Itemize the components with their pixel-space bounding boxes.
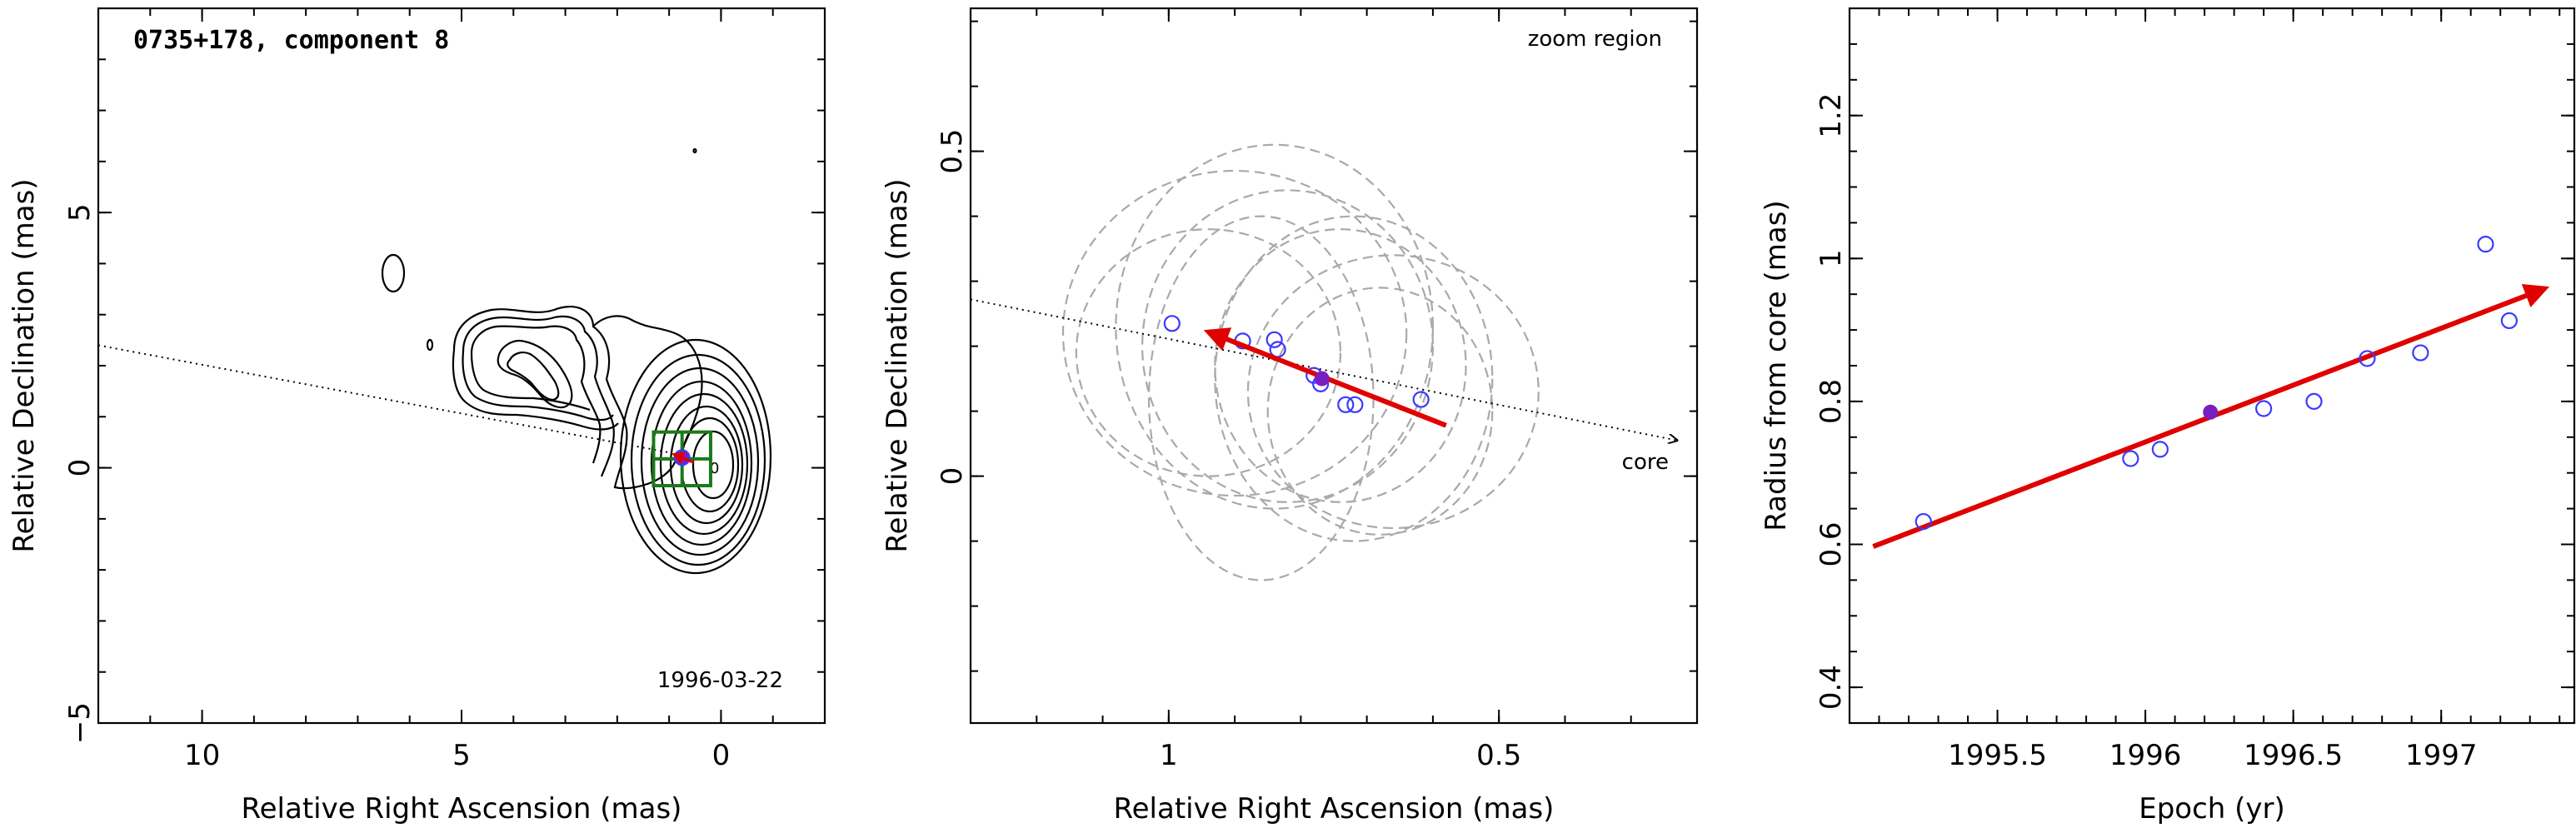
data-point [1915,512,1932,531]
contour-level [381,253,406,293]
data-point [2305,392,2323,410]
position-point [1346,396,1364,413]
tick-marks [970,8,1698,723]
contour-level [462,315,615,477]
tick-marks [1849,7,2574,724]
data-point [2359,350,2376,367]
y-tick-label: 1 [1815,249,1848,267]
data-point [2255,400,2273,417]
contour-level [426,338,434,352]
contour-level [691,430,735,500]
x-tick-label: 1 [1160,739,1178,772]
y-tick-label: 0.6 [1815,521,1848,566]
tick-labels: 1995.5 1996 1996.5 1997 0.4 0.6 0.8 1 1.2 [1815,93,2477,772]
chart-title: 0735+178, component 8 [133,26,449,55]
contour-level [692,147,697,154]
y-tick-label: 0 [936,467,969,486]
contour-level [619,338,772,575]
x-tick-label: 0.5 [1476,739,1521,772]
contour-level [470,352,591,412]
y-axis-label: Relative Declination (mas) [7,178,41,552]
panel-zoom-region: 1 0.5 0 0.5 zoom region core Relative Right… [881,7,1699,826]
position-point [1412,391,1430,408]
contour-level [630,353,766,566]
x-tick-label: 1995.5 [1948,739,2047,772]
epoch-label: 1996-03-22 [657,668,783,693]
contour-level [507,352,560,402]
component-size-ellipse [1115,143,1435,510]
position-point [1337,396,1355,413]
contour-level [640,367,760,556]
x-tick-label: 1996 [2109,739,2182,772]
x-axis-label: Epoch (yr) [2139,792,2285,826]
y-tick-label: 0 [63,459,97,477]
contour-level [452,349,619,431]
component-size-ellipse [1061,169,1408,497]
core-label: core [1622,450,1669,475]
plot-frame [969,7,1699,725]
x-axis-label: Relative Right Ascension (mas) [1114,792,1555,826]
x-tick-label: 1997 [2405,739,2478,772]
x-axis-label: Relative Right Ascension (mas) [242,792,682,826]
x-tick-label: 5 [452,739,471,772]
component-size-ellipse [1266,287,1494,536]
data-point [2477,236,2494,253]
component-size-ellipse [1214,228,1467,503]
panel-radius-epoch: 1995.5 1996 1996.5 1997 0.4 0.6 0.8 1 1.2 Epoch … [1760,7,2576,826]
y-tick-label: 0.5 [936,129,969,174]
data-point [2412,344,2429,362]
highlight-point [2203,404,2219,420]
component-size-ellipse [1214,215,1494,542]
tick-marks [97,7,826,724]
y-tick-label: 1.2 [1815,93,1848,138]
y-axis-label: Radius from core (mas) [1760,200,1793,531]
y-axis-label: Relative Declination (mas) [881,178,914,552]
component-size-ellipses [1061,143,1540,581]
component-size-ellipse [1075,228,1342,477]
data-point [2122,450,2139,467]
contour-level [462,351,614,421]
contour-set [381,147,772,575]
y-tick-label: 5 [63,203,97,222]
zoom-annotation: zoom region [1528,27,1662,52]
component-size-ellipse [1141,189,1435,503]
contour-level [650,380,753,546]
x-tick-label: 1996.5 [2244,739,2343,772]
y-tick-label: 0.8 [1815,379,1848,424]
data-point [2151,441,2169,458]
contour-level [659,392,749,536]
data-points [1915,236,2518,531]
contour-level [669,405,744,525]
position-point [1266,331,1283,348]
component-size-ellipse [1246,254,1540,530]
contour-level [452,306,703,490]
tick-labels: 1 0.5 0 0.5 [936,129,1521,772]
mini-arrow [671,452,695,464]
data-point [2500,312,2518,330]
core-zero-label: 0 [710,460,719,477]
plot-frame [1848,7,2576,725]
panel-contour-map: 10 5 0 −5 0 5 0 [7,7,826,826]
contour-level [470,325,602,464]
y-tick-label: −5 [63,702,97,744]
position-point [1163,315,1181,332]
core-direction-line [970,298,1677,440]
highlight-point [1314,371,1330,387]
x-tick-label: 10 [184,739,220,772]
y-tick-label: 0.4 [1815,665,1848,710]
x-tick-label: 0 [712,739,731,772]
tick-labels: 10 5 0 −5 0 5 [63,203,730,772]
